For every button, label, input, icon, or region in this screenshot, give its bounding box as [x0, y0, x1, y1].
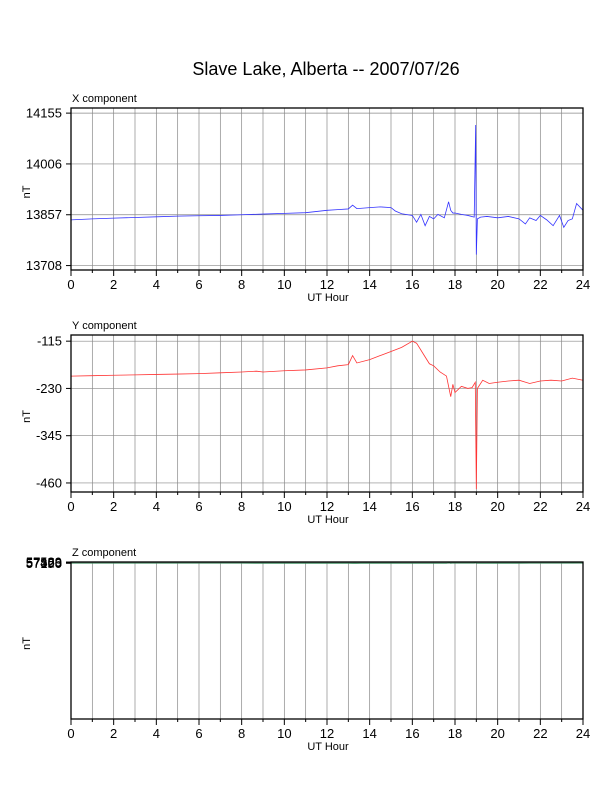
x-tick-label: 6 [195, 499, 202, 514]
x-tick-label: 22 [533, 499, 547, 514]
x-tick-label: 18 [448, 726, 462, 741]
panel-title: Y component [72, 320, 137, 332]
x-tick-label: 10 [277, 499, 291, 514]
y-axis-label: nT [21, 410, 33, 423]
x-tick-label: 22 [533, 277, 547, 292]
y-tick-label: -115 [37, 334, 62, 349]
x-tick-label: 4 [153, 726, 160, 741]
x-tick-label: 8 [238, 499, 245, 514]
y-tick-label: 13857 [26, 207, 62, 222]
panel-title: X component [72, 93, 137, 105]
y-tick-label: -460 [36, 475, 62, 490]
x-tick-label: 20 [490, 277, 504, 292]
y-tick-label: 57323 [26, 555, 62, 570]
x-axis-label: UT Hour [307, 514, 349, 526]
x-tick-label: 6 [195, 277, 202, 292]
x-tick-label: 20 [490, 726, 504, 741]
x-tick-label: 12 [320, 277, 334, 292]
y-tick-label: -345 [36, 428, 62, 443]
x-tick-label: 14 [362, 499, 376, 514]
figure-title: Slave Lake, Alberta -- 2007/07/26 [192, 59, 459, 79]
y-tick-label: 14155 [26, 106, 62, 121]
x-tick-label: 8 [238, 277, 245, 292]
x-tick-label: 22 [533, 726, 547, 741]
x-tick-label: 4 [153, 277, 160, 292]
y-tick-label: 57190 [26, 556, 62, 571]
y-tick-label: -230 [36, 381, 62, 396]
x-tick-label: 16 [405, 499, 419, 514]
x-tick-label: 14 [362, 277, 376, 292]
x-tick-label: 18 [448, 277, 462, 292]
panel-title: Z component [72, 547, 136, 559]
y-axis-label: nT [21, 185, 33, 198]
data-series-line [71, 561, 584, 564]
x-axis-label: UT Hour [307, 292, 349, 304]
x-tick-label: 16 [405, 277, 419, 292]
x-tick-label: 0 [67, 499, 74, 514]
x-tick-label: 14 [362, 726, 376, 741]
x-tick-label: 16 [405, 726, 419, 741]
x-tick-label: 6 [195, 726, 202, 741]
y-axis-label: nT [21, 637, 33, 650]
x-tick-label: 4 [153, 499, 160, 514]
y-tick-label: 57456 [26, 555, 62, 570]
x-tick-label: 2 [110, 499, 117, 514]
y-tick-label: 57589 [26, 555, 62, 570]
panel-3: 0 2 4 6 8 10 12 14 16 18 20 22 245719057323574565758… [21, 547, 590, 753]
x-tick-label: 24 [576, 499, 590, 514]
x-tick-label: 0 [67, 277, 74, 292]
x-tick-label: 20 [490, 499, 504, 514]
y-tick-label: 14006 [26, 156, 62, 171]
panel-1: 0 2 4 6 8 10 12 14 16 18 20 22 241370813857140061415… [21, 93, 590, 304]
x-tick-label: 2 [110, 726, 117, 741]
x-tick-label: 12 [320, 726, 334, 741]
x-tick-label: 10 [277, 277, 291, 292]
x-tick-label: 2 [110, 277, 117, 292]
x-tick-label: 0 [67, 726, 74, 741]
data-series-line [70, 125, 584, 255]
x-tick-label: 10 [277, 726, 291, 741]
x-tick-label: 24 [576, 726, 590, 741]
x-tick-label: 8 [238, 726, 245, 741]
data-series-line [70, 340, 584, 490]
x-tick-label: 12 [320, 499, 334, 514]
y-tick-label: 13708 [26, 258, 62, 273]
x-tick-label: 24 [576, 277, 590, 292]
x-tick-label: 18 [448, 499, 462, 514]
x-axis-label: UT Hour [307, 741, 349, 753]
